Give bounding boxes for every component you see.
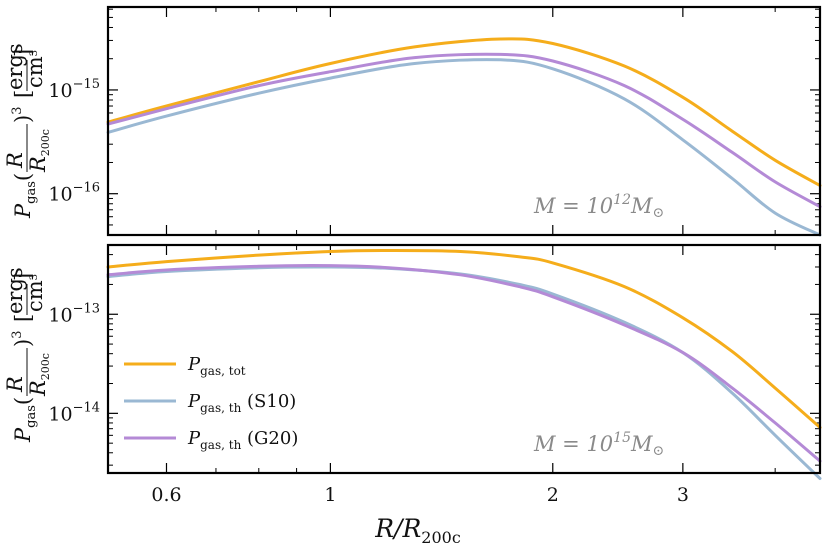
top-plot-area: 10−16 10−15 [48, 7, 822, 237]
x-tick-label: 3 [677, 484, 689, 506]
top-mass-annotation: M = 1012M⊙ [533, 192, 664, 221]
x-tick-label: 2 [547, 484, 559, 506]
legend-label-s10: Pgas, th (S10) [187, 391, 296, 415]
bottom-panel: 0.6 1 2 3 10−14 10−13 M = 1015M⊙ Pgas, tot Pg… [2, 243, 822, 506]
x-tick-label: 0.6 [151, 484, 181, 506]
bottom-y-label [2, 266, 53, 444]
top-series-line-1 [106, 58, 822, 237]
top-y-label [2, 42, 53, 220]
top-y-tick-label: 10−16 [48, 181, 100, 206]
bottom-axes-frame [106, 243, 822, 475]
bottom-plot-area: 0.6 1 2 3 10−14 10−13 [48, 244, 822, 506]
top-panel: 10−16 10−15 M = 1012M⊙ [2, 5, 822, 237]
bottom-y-tick-label: 10−14 [48, 400, 100, 425]
bottom-series-line-2 [106, 263, 822, 463]
legend-label-tot: Pgas, tot [187, 354, 246, 378]
top-series-line-2 [106, 52, 822, 209]
top-axes-frame [106, 5, 822, 237]
legend-label-g20: Pgas, th (G20) [187, 428, 298, 452]
bottom-y-tick-label: 10−13 [48, 301, 100, 326]
top-y-tick-label: 10−15 [48, 77, 100, 102]
bottom-mass-annotation: M = 1015M⊙ [533, 430, 664, 459]
x-axis-label: R/R200c [374, 514, 461, 547]
top-series-line-0 [106, 37, 822, 187]
bottom-series-line-0 [106, 248, 822, 429]
legend: Pgas, tot Pgas, th (S10) Pgas, th (G20) [124, 354, 298, 452]
x-tick-label: 1 [324, 484, 336, 506]
